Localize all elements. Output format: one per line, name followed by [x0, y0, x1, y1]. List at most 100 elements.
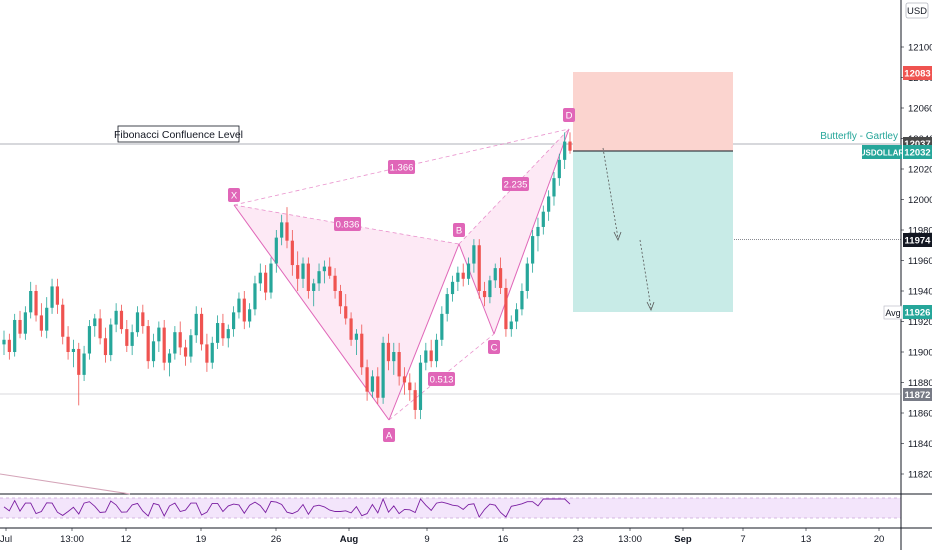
candle-body — [215, 323, 220, 343]
x-tick-label: 12 — [121, 534, 132, 545]
ratio-ac-text: 0.513 — [430, 375, 454, 386]
candle-body — [226, 329, 230, 339]
candle-body — [563, 141, 567, 160]
candle-body — [162, 327, 166, 363]
currency-text: USD — [907, 6, 927, 17]
candle-body — [328, 266, 332, 276]
candle-body — [50, 286, 54, 308]
candle-body — [135, 312, 140, 333]
symbol-tag-text: USDOLLAR — [860, 149, 905, 158]
symbol-tag[interactable]: USDOLLAR — [860, 145, 905, 159]
y-axis[interactable]: 1210012080120601204012020120001198011960… — [901, 43, 932, 481]
point-a-text: A — [386, 431, 393, 442]
candle-body — [93, 318, 97, 327]
candle-body — [440, 313, 444, 340]
x-tick-label: 13 — [801, 534, 812, 545]
y-tick-label: 11880 — [908, 378, 932, 389]
x-tick-label: Jul — [0, 534, 12, 545]
candle-body — [269, 263, 273, 293]
price-tag-avg-text: 11926 — [905, 308, 931, 319]
point-x-label[interactable]: X — [228, 188, 240, 202]
price-tag-level: 11872 — [903, 388, 932, 401]
candle-body — [402, 376, 407, 383]
ratio-label-bd[interactable]: 2.235 — [502, 177, 529, 191]
candle-body — [29, 291, 33, 313]
candle-body — [498, 268, 503, 288]
candle-body — [493, 268, 497, 281]
price-tag-target-text: 11974 — [905, 236, 932, 247]
y-tick-label: 11860 — [908, 409, 932, 420]
fibonacci-note[interactable]: Fibonacci Confluence Level — [114, 125, 243, 143]
candle-body — [125, 329, 129, 346]
pattern-name-label: Butterfly - Gartley — [820, 131, 898, 142]
candle-body — [7, 339, 11, 352]
candle-body — [82, 353, 86, 375]
y-tick-label: 12020 — [908, 165, 932, 176]
candle-body — [456, 272, 460, 282]
candle-body — [392, 352, 396, 362]
candle-body — [130, 332, 134, 346]
x-tick-label: Sep — [674, 534, 692, 545]
candle-body — [178, 332, 182, 348]
target-zone[interactable] — [573, 151, 733, 312]
candle-body — [103, 338, 108, 356]
rsi-line — [3, 497, 571, 518]
candle-body — [552, 178, 556, 197]
candle-body — [280, 222, 284, 238]
price-tag-stop-text: 12083 — [904, 69, 930, 80]
point-a-label[interactable]: A — [383, 428, 395, 442]
candle-body — [317, 271, 321, 284]
candle-body — [418, 362, 423, 410]
candle-body — [504, 287, 508, 330]
y-tick-label: 11840 — [908, 439, 932, 450]
candle-body — [450, 281, 455, 295]
x-tick-label: 20 — [874, 534, 885, 545]
price-tag-last: 12032 — [903, 145, 932, 159]
candle-body — [232, 312, 236, 330]
point-c-label[interactable]: C — [488, 340, 500, 354]
projection-arrowhead-2 — [646, 301, 655, 311]
candle-body — [306, 263, 310, 291]
candle-body — [194, 313, 198, 336]
ratio-label-ac[interactable]: 0.513 — [428, 372, 455, 386]
candle-body — [23, 312, 27, 334]
candle-body — [301, 263, 305, 279]
stop-zone[interactable] — [573, 72, 733, 151]
x-tick-label: 7 — [740, 534, 745, 545]
candle-body — [434, 339, 439, 362]
candle-body — [248, 309, 252, 322]
currency-badge[interactable]: USD — [905, 2, 929, 19]
candle-body — [274, 237, 278, 264]
candle-body — [370, 376, 375, 392]
candle-body — [221, 323, 225, 339]
ratio-label-xb[interactable]: 0.836 — [334, 217, 361, 231]
y-tick-label: 12060 — [908, 104, 932, 115]
candle-body — [141, 312, 145, 327]
point-d-text: D — [566, 111, 573, 122]
candle-body — [157, 327, 161, 342]
candle-body — [568, 141, 572, 151]
candle-body — [205, 344, 209, 363]
candle-body — [397, 352, 401, 377]
candle-body — [258, 272, 262, 284]
y-tick-label: 11940 — [908, 287, 932, 298]
point-d-label[interactable]: D — [563, 108, 575, 122]
pattern-fill-bcd — [459, 129, 569, 334]
candle-body — [466, 263, 471, 279]
candle-body — [87, 326, 92, 354]
y-tick-label: 11900 — [908, 348, 932, 359]
x-axis[interactable]: Jul 13:00 12 19 26 Aug 9 16 23 13:00 Sep 7 13 20 — [0, 528, 884, 545]
candle-body — [189, 335, 193, 357]
candle-body — [515, 309, 519, 322]
x-tick-label: 13:00 — [60, 534, 84, 545]
point-b-label[interactable]: B — [453, 223, 465, 237]
y-tick-label: 11980 — [908, 226, 932, 237]
candle-body — [365, 367, 369, 392]
ratio-label-xd[interactable]: 1.366 — [388, 160, 415, 174]
y-tick-label: 12000 — [908, 195, 932, 206]
candle-body — [477, 245, 481, 291]
projection-path — [602, 147, 652, 309]
candle-body — [557, 159, 561, 179]
candle-body — [237, 298, 241, 313]
